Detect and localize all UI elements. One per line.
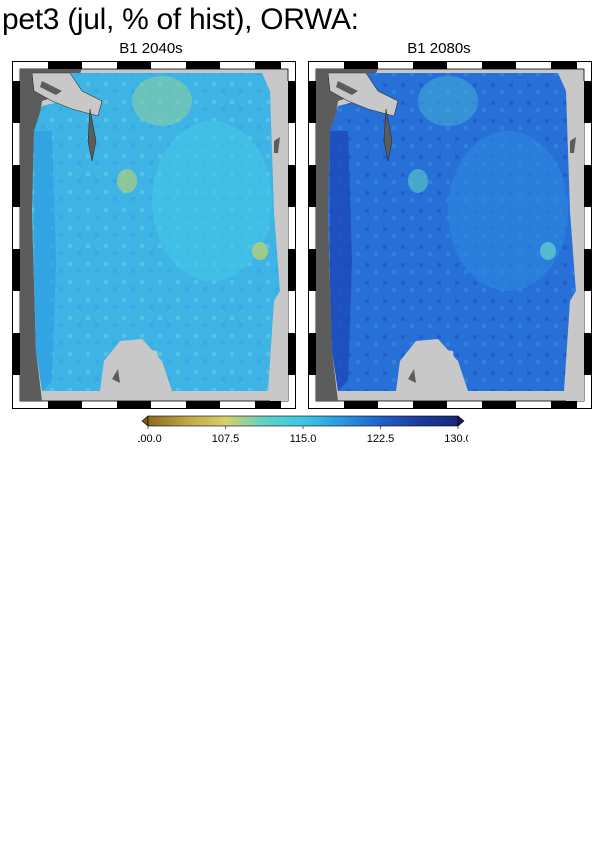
colorbar-tick-label: 122.5 [367,433,395,445]
colorbar-tick-label: 107.5 [212,433,240,445]
colorbar-tick-label: 130.0 [444,433,468,445]
figure-title: pet3 (jul, % of hist), ORWA: [2,3,359,36]
colorbar-tick-label: 100.0 [138,433,162,445]
colorbar: 100.0 107.5 115.0 122.5 130.0 [138,415,468,445]
colorbar-bar [147,415,459,427]
colorbar-high-arrow [457,415,465,427]
colorbar-tick-label: 115.0 [290,433,317,445]
colorbar-low-arrow [141,415,149,427]
map-panel-left [12,61,296,409]
map-panel-right [308,61,592,409]
panel-title-left: B1 2040s [119,40,183,57]
panel-title-right: B1 2080s [407,40,471,57]
